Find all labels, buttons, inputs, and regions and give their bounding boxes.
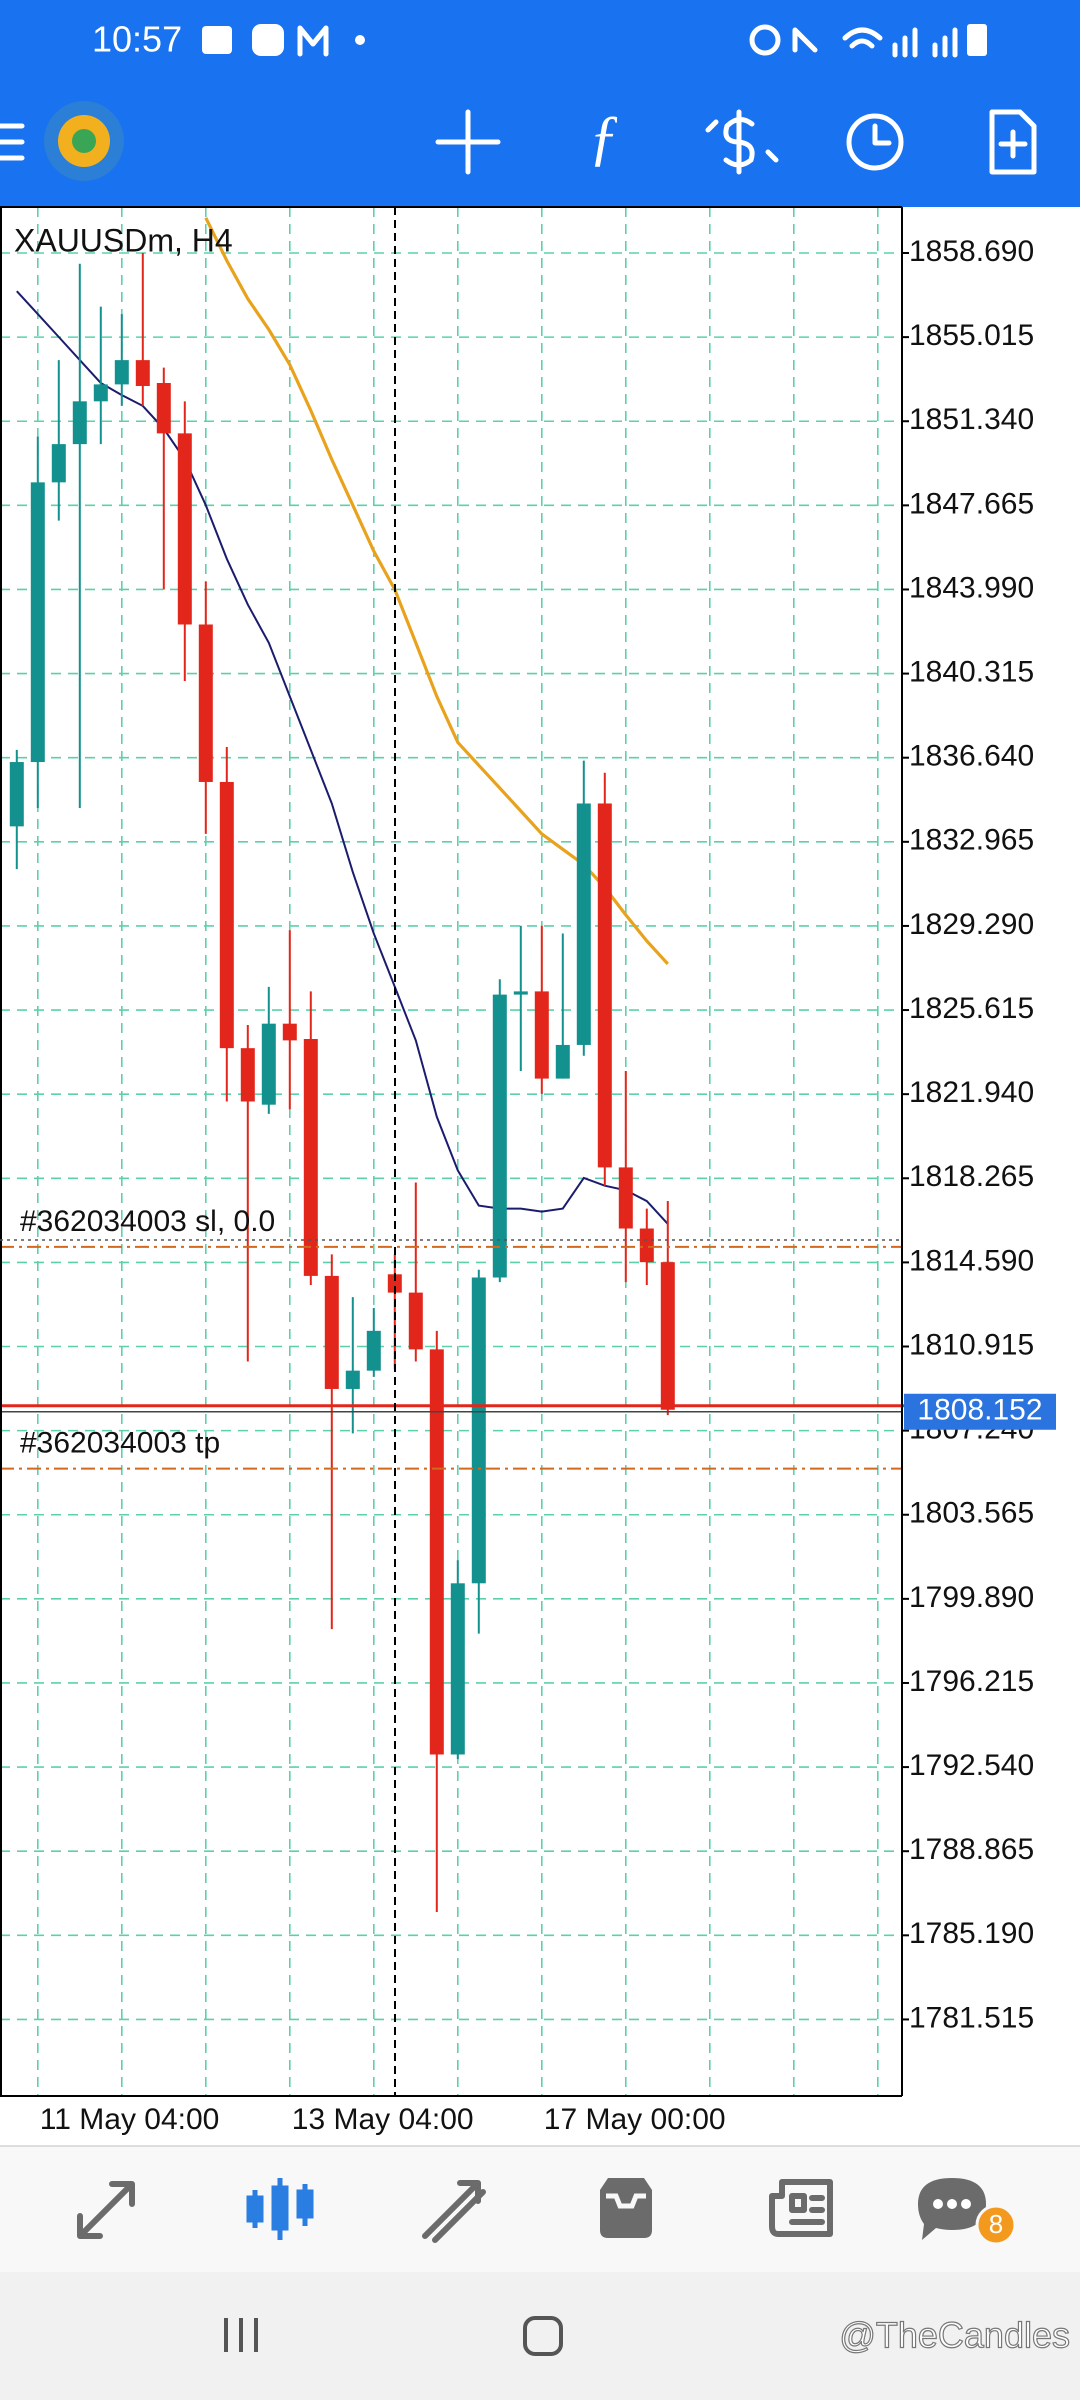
y-tick-label: 1836.640 <box>909 740 1034 773</box>
quotes-tab[interactable] <box>77 2181 135 2239</box>
candle-body <box>261 1023 276 1105</box>
trade-button[interactable] <box>705 109 779 175</box>
candle-body <box>156 383 171 434</box>
candle-body <box>282 1023 297 1041</box>
x-tick-label: 13 May 04:00 <box>292 2103 474 2136</box>
candle-body <box>9 762 24 827</box>
recent-apps-button[interactable] <box>224 2318 258 2352</box>
y-tick-label: 1825.615 <box>909 992 1034 1025</box>
chart: 1858.690 1855.015 1851.340 1847.665 1843.990… <box>0 207 1056 2136</box>
y-tick-label: 1843.990 <box>909 571 1034 604</box>
chart-title: XAUUSDm, H4 <box>14 222 233 258</box>
candle-body <box>240 1048 255 1102</box>
candle-body <box>324 1275 339 1389</box>
history-tab[interactable] <box>600 2178 652 2238</box>
chat-badge: 8 <box>989 2209 1003 2239</box>
y-tick-label: 1781.515 <box>909 2001 1034 2034</box>
home-button[interactable] <box>523 2316 563 2356</box>
watermark: @TheCandles <box>839 2315 1070 2356</box>
y-tick-label: 1829.290 <box>909 908 1034 941</box>
chat-tab[interactable]: 8 <box>918 2178 1017 2246</box>
y-tick-label: 1799.890 <box>909 1581 1034 1614</box>
y-tick-label: 1792.540 <box>909 1749 1034 1782</box>
system-nav <box>0 2272 1080 2400</box>
candle-body <box>198 624 213 782</box>
y-tick-label: 1847.665 <box>909 487 1034 520</box>
menu-button[interactable] <box>0 123 25 161</box>
candle-body <box>51 444 66 483</box>
y-tick-label: 1858.690 <box>909 235 1034 268</box>
y-tick-label: 1855.015 <box>909 319 1034 352</box>
moving-average <box>16 290 669 1225</box>
candle-body <box>135 360 150 386</box>
y-tick-label: 1821.940 <box>909 1076 1034 1109</box>
y-tick-label: 1803.565 <box>909 1497 1034 1530</box>
bid-label-box <box>904 1393 1056 1430</box>
timeframe-button[interactable] <box>846 113 904 171</box>
y-tick-label: 1840.315 <box>909 656 1034 689</box>
candle-body <box>93 384 108 402</box>
candle-body <box>639 1228 654 1263</box>
candle-body <box>30 482 45 763</box>
y-tick-label: 1851.340 <box>909 403 1034 436</box>
status-time: 10:57 <box>92 19 182 60</box>
app-bar <box>0 0 1080 207</box>
y-tick-label: 1785.190 <box>909 1917 1034 1950</box>
candle-body <box>450 1583 465 1755</box>
candle-body <box>177 433 192 625</box>
y-tick-label: 1832.965 <box>909 824 1034 857</box>
candle-body <box>597 803 612 1168</box>
x-tick-label: 17 May 00:00 <box>544 2103 726 2136</box>
status-icons <box>202 24 987 58</box>
candle-body <box>408 1292 423 1350</box>
candle-body <box>534 991 549 1079</box>
y-tick-label: 1796.215 <box>909 1665 1034 1698</box>
new-order-button[interactable] <box>989 109 1037 175</box>
order-label: #362034003 tp <box>20 1427 220 1460</box>
x-tick-label: 11 May 04:00 <box>40 2103 220 2136</box>
candle-body <box>114 360 129 385</box>
candle-body <box>576 803 591 1045</box>
indicators-button[interactable]: ƒ <box>589 104 620 172</box>
candle-body <box>345 1370 360 1389</box>
crosshair-button[interactable] <box>435 109 501 175</box>
candle-body <box>366 1330 381 1371</box>
candle-body <box>555 1044 570 1079</box>
candle-body <box>303 1039 318 1276</box>
candle-body <box>492 994 507 1278</box>
candle-body <box>429 1349 444 1755</box>
candle-body <box>387 1274 402 1293</box>
trade-tab[interactable] <box>422 2180 486 2243</box>
candle-body <box>72 401 87 445</box>
order-label: #362034003 sl, 0.0 <box>20 1205 275 1238</box>
candle-body <box>219 781 234 1049</box>
candle-body <box>471 1277 486 1584</box>
chart-tab[interactable] <box>246 2178 314 2240</box>
candle-body <box>513 991 528 995</box>
y-tick-label: 1814.590 <box>909 1244 1034 1277</box>
y-tick-label: 1810.915 <box>909 1328 1034 1361</box>
news-tab[interactable] <box>769 2179 833 2237</box>
app-logo[interactable] <box>44 101 124 181</box>
plot-area <box>9 217 675 1912</box>
candle-body <box>618 1167 633 1229</box>
y-tick-label: 1818.265 <box>909 1160 1034 1193</box>
bottom-nav <box>0 2146 1080 2272</box>
bid-label: 1808.152 <box>917 1394 1042 1427</box>
y-tick-label: 1788.865 <box>909 1833 1034 1866</box>
candle-body <box>660 1262 675 1410</box>
svg-text:ƒ: ƒ <box>589 104 620 172</box>
